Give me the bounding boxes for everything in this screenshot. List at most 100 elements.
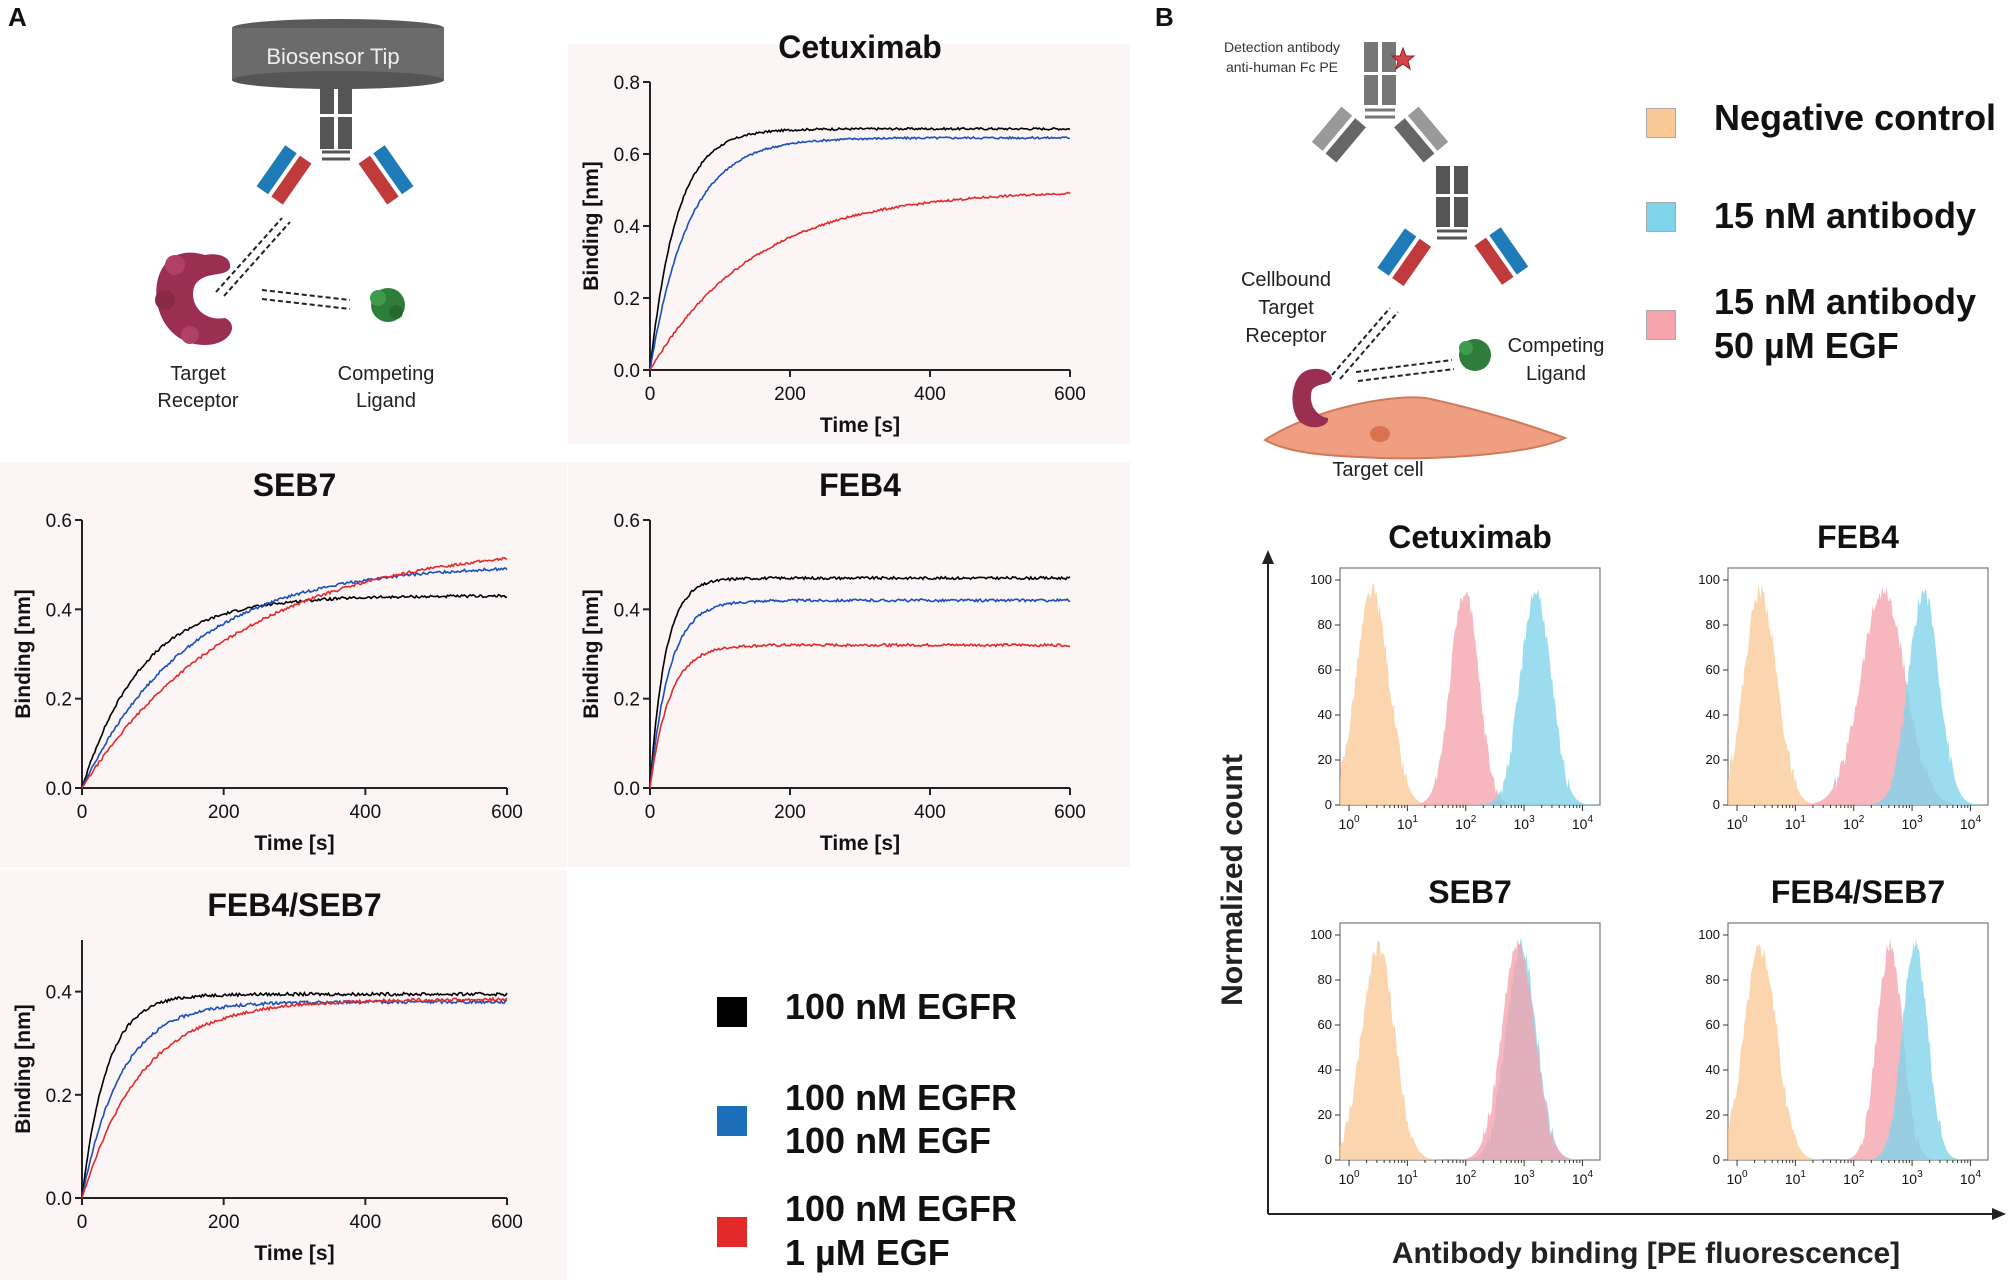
y-tick-label: 0.4 [614,217,641,238]
flow-histogram [1340,589,1600,805]
flow-x-tick-label: 101 [1785,814,1807,832]
series-line [81,593,508,789]
schematic-b: Detection antibody anti-human Fc PE Cell… [1224,39,1605,481]
flow-histogram [1728,589,1988,805]
x-tick-label: 0 [645,384,656,405]
y-tick-label: 0.2 [614,289,640,310]
flow-y-tick-label: 60 [1706,662,1720,677]
flow-histogram [1340,583,1600,805]
y-tick-label: 0.2 [46,690,72,711]
flow-chart-cetuximab: Cetuximab 0 20 40 60 80 100 100 101 102 103 104 [1310,519,1601,832]
series-line [81,996,508,1199]
x-tick-label: 600 [1054,802,1086,823]
flow-y-tick-label: 0 [1713,1152,1720,1167]
legend-a-text-2a: 100 nM EGFR [785,1188,1018,1229]
chart-bg-cetuximab [568,44,1130,444]
flow-x-tick-label: 103 [1902,1169,1924,1187]
panel-b-label: B [1155,2,1174,32]
chart-bg-seb7 [0,462,567,867]
chart-title: Cetuximab [778,29,942,65]
legend-b-text-1: 15 nM antibody [1714,195,1977,236]
flow-y-tick-label: 20 [1706,752,1720,767]
flow-y-tick-label: 100 [1698,927,1720,942]
competing-ligand-b-icon [1459,339,1491,371]
target-label-2: Receptor [157,390,238,412]
flow-x-tick-label: 102 [1843,814,1865,832]
x-tick-label: 0 [645,802,656,823]
y-tick-label: 0.4 [46,983,73,1004]
flow-y-tick-label: 60 [1706,1017,1720,1032]
x-tick-label: 200 [774,384,806,405]
cell-receptor-icon [1292,368,1332,428]
flow-x-tick-label: 103 [1514,814,1536,832]
flow-y-tick-label: 100 [1310,927,1332,942]
flow-y-tick-label: 20 [1318,752,1332,767]
flow-title: SEB7 [1428,874,1512,910]
flow-x-tick-label: 104 [1572,1169,1594,1187]
legend-b-swatch-1 [1646,202,1676,232]
flow-y-tick-label: 80 [1318,617,1332,632]
ligand-b-label-1: Competing [1508,335,1605,357]
bli-chart-feb4: FEB4 0.0 0.2 0.4 0.6 0 200 400 600 Time [s] Bindin… [580,467,1086,855]
flow-x-tick-label: 103 [1514,1169,1536,1187]
y-tick-label: 0.0 [46,779,72,800]
ligand-label-1: Competing [338,363,435,385]
series-line [81,556,508,789]
pe-star-icon [1390,46,1416,71]
x-axis-label: Time [s] [254,1242,334,1265]
flow-x-tick-label: 101 [1397,814,1419,832]
primary-antibody-icon [1377,166,1529,287]
binding-arrows-b-icon [1331,307,1455,382]
flow-title: Cetuximab [1388,519,1552,555]
flow-x-tick-label: 104 [1572,814,1594,832]
flow-xlabel: Antibody binding [PE fluorescence] [1392,1237,1900,1270]
flow-chart-feb4: FEB4 0 20 40 60 80 100 100 101 102 103 104 [1698,519,1989,832]
flow-y-tick-label: 0 [1713,797,1720,812]
detection-label-1: Detection antibody [1224,39,1340,55]
bli-chart-feb4seb7: FEB4/SEB7 0.0 0.2 0.4 0 200 400 600 Time [s] Bind… [12,887,523,1265]
series-line [81,566,508,789]
x-tick-label: 400 [349,1212,381,1233]
detection-antibody-icon [1311,42,1449,163]
flow-x-tick-label: 104 [1960,1169,1982,1187]
flow-y-tick-label: 80 [1318,972,1332,987]
legend-b-text-2b: 50 µM EGF [1714,325,1899,366]
legend-b-text-2a: 15 nM antibody [1714,281,1977,322]
flow-y-tick-label: 0 [1325,1152,1332,1167]
y-tick-label: 0.4 [614,600,641,621]
legend-a-text-2b: 1 µM EGF [785,1232,950,1273]
flow-y-tick-label: 100 [1698,572,1720,587]
flow-x-tick-label: 101 [1397,1169,1419,1187]
panel-a-label: A [8,2,27,32]
flow-x-tick-label: 102 [1455,814,1477,832]
flow-y-tick-label: 40 [1318,1062,1332,1077]
target-cell-label: Target cell [1332,459,1423,481]
tip-label: Biosensor Tip [266,44,399,69]
x-tick-label: 400 [914,802,946,823]
binding-arrows-icon [215,217,351,310]
legend-a-swatch-2 [717,1217,747,1247]
schematic-a: Biosensor Tip Target Receptor Comp [155,19,444,412]
x-tick-label: 200 [774,802,806,823]
x-tick-label: 200 [208,802,240,823]
x-axis-label: Time [s] [820,414,900,437]
series-line [649,135,1071,371]
flow-y-tick-label: 20 [1318,1107,1332,1122]
series-line [649,597,1071,789]
bli-chart-seb7: SEB7 0.0 0.2 0.4 0.6 0 200 400 600 Time [s] Bindin… [12,467,523,855]
y-tick-label: 0.8 [614,73,640,94]
legend-b-text-0: Negative control [1714,97,1997,138]
cell-receptor-label-1: Cellbound [1241,269,1331,291]
flow-histogram [1728,583,1988,805]
y-tick-label: 0.2 [614,690,640,711]
y-tick-label: 0.2 [46,1086,72,1107]
series-line [649,191,1071,371]
flow-y-tick-label: 0 [1325,797,1332,812]
x-axis-label: Time [s] [254,832,334,855]
chart-bg-feb4seb7 [0,870,567,1280]
series-line [649,642,1070,789]
y-tick-label: 0.6 [614,145,640,166]
target-label-1: Target [170,363,226,385]
detection-label-2: anti-human Fc PE [1226,59,1338,75]
x-tick-label: 600 [491,802,523,823]
